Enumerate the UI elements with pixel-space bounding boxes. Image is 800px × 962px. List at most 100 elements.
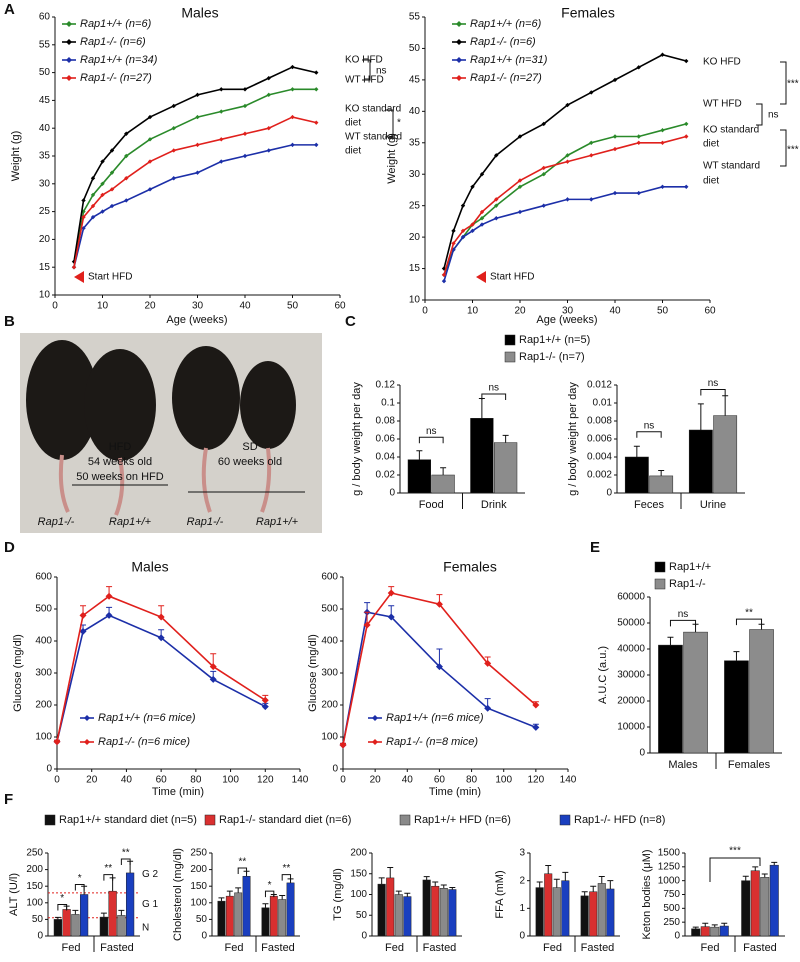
error-bar [118, 909, 125, 916]
y-tick-label: 0 [389, 488, 395, 499]
x-tick-label: Fed [701, 942, 720, 954]
marker [441, 272, 447, 278]
x-tick-label: 30 [562, 306, 574, 317]
marker [451, 228, 456, 234]
series-line [342, 592, 537, 746]
marker [484, 704, 492, 712]
error-bar [562, 871, 569, 881]
bar [700, 926, 710, 937]
marker [660, 184, 665, 189]
error-bar [702, 922, 709, 927]
bar [750, 870, 760, 937]
y-tick-label: 55 [39, 39, 51, 50]
x-tick-label: 80 [466, 775, 478, 786]
error-bar [761, 873, 768, 878]
error-bar [262, 903, 269, 908]
error-bar [667, 636, 674, 646]
annotation: ** [282, 863, 290, 874]
y-tick-label: 0.002 [587, 470, 612, 481]
annotation: diet [703, 139, 719, 150]
bar [234, 892, 243, 937]
panel-label: F [4, 791, 13, 808]
x-tick-label: 40 [239, 301, 251, 312]
photo-label: 54 weeks old [88, 456, 152, 468]
bar [448, 889, 457, 937]
marker [636, 65, 641, 70]
marker [81, 214, 86, 220]
marker [171, 126, 176, 131]
y-tick-label: 100 [350, 889, 367, 900]
bracket [780, 61, 787, 105]
x-tick-label: Fasted [581, 942, 615, 954]
panel-label: B [4, 313, 15, 330]
legend-label: Rap1+/+ (n=6) [470, 18, 542, 30]
bar [749, 629, 774, 754]
marker [541, 121, 546, 127]
bar [53, 919, 63, 937]
arrow [476, 271, 486, 283]
legend-label: Rap1+/+ (n=6 mice) [98, 712, 196, 724]
marker [636, 134, 641, 139]
bracket [780, 129, 787, 167]
bracket [418, 436, 444, 444]
bar [99, 916, 109, 937]
annotation: ns [708, 378, 719, 389]
marker [242, 131, 248, 136]
chart-title: Males [181, 5, 218, 21]
marker [290, 64, 295, 70]
x-tick-label: Fasted [423, 942, 457, 954]
error-bar [692, 926, 699, 929]
y-tick-label: 150 [190, 881, 207, 892]
bar [683, 631, 708, 754]
series-line [73, 116, 317, 268]
error-bar [54, 916, 61, 920]
legend-swatch [504, 334, 516, 346]
annotation: KO standard [345, 104, 401, 115]
y-tick-label: 0.08 [376, 416, 396, 427]
annotation: ** [122, 848, 130, 859]
marker [470, 228, 475, 234]
bar [624, 456, 649, 494]
marker [532, 701, 540, 709]
bar [269, 895, 278, 937]
x-tick-label: Feces [634, 499, 664, 511]
marker [387, 589, 395, 597]
bar [561, 880, 570, 937]
legend-marker [84, 739, 90, 745]
bar [439, 888, 448, 937]
x-tick-label: 40 [609, 306, 621, 317]
mouse [172, 346, 240, 450]
marker [124, 131, 129, 136]
y-axis-label: Glucose (mg/dl) [307, 634, 319, 712]
marker [612, 77, 618, 83]
marker [219, 109, 224, 114]
y-tick-label: 35 [409, 137, 421, 148]
marker [636, 140, 641, 145]
y-tick-label: 250 [190, 848, 207, 859]
marker [219, 87, 224, 92]
marker [157, 634, 165, 642]
y-axis-label: A.U.C (a.u.) [597, 646, 609, 704]
bar [71, 914, 80, 937]
marker [636, 190, 641, 196]
series-line [443, 53, 687, 269]
y-tick-label: 40 [409, 106, 421, 117]
error-bar [226, 890, 233, 897]
bar [431, 474, 455, 494]
marker [565, 102, 570, 108]
legend-marker [66, 57, 72, 63]
series-line [73, 144, 317, 268]
marker [266, 126, 271, 131]
marker [314, 87, 319, 92]
y-tick-label: 30 [409, 169, 421, 180]
error-bar [771, 861, 778, 866]
photo: HFD 54 weeks old 50 weeks on HFD SD 60 w… [20, 333, 322, 533]
bracket [385, 109, 394, 138]
y-tick-label: 0 [519, 931, 525, 942]
y-tick-label: 300 [321, 668, 338, 679]
annotation: ns [768, 110, 779, 121]
legend-marker [66, 39, 72, 45]
photo-label: 60 weeks old [218, 456, 282, 468]
annotation: ** [745, 608, 753, 619]
legend-label: Rap1+/+ (n=6 mice) [386, 712, 484, 724]
